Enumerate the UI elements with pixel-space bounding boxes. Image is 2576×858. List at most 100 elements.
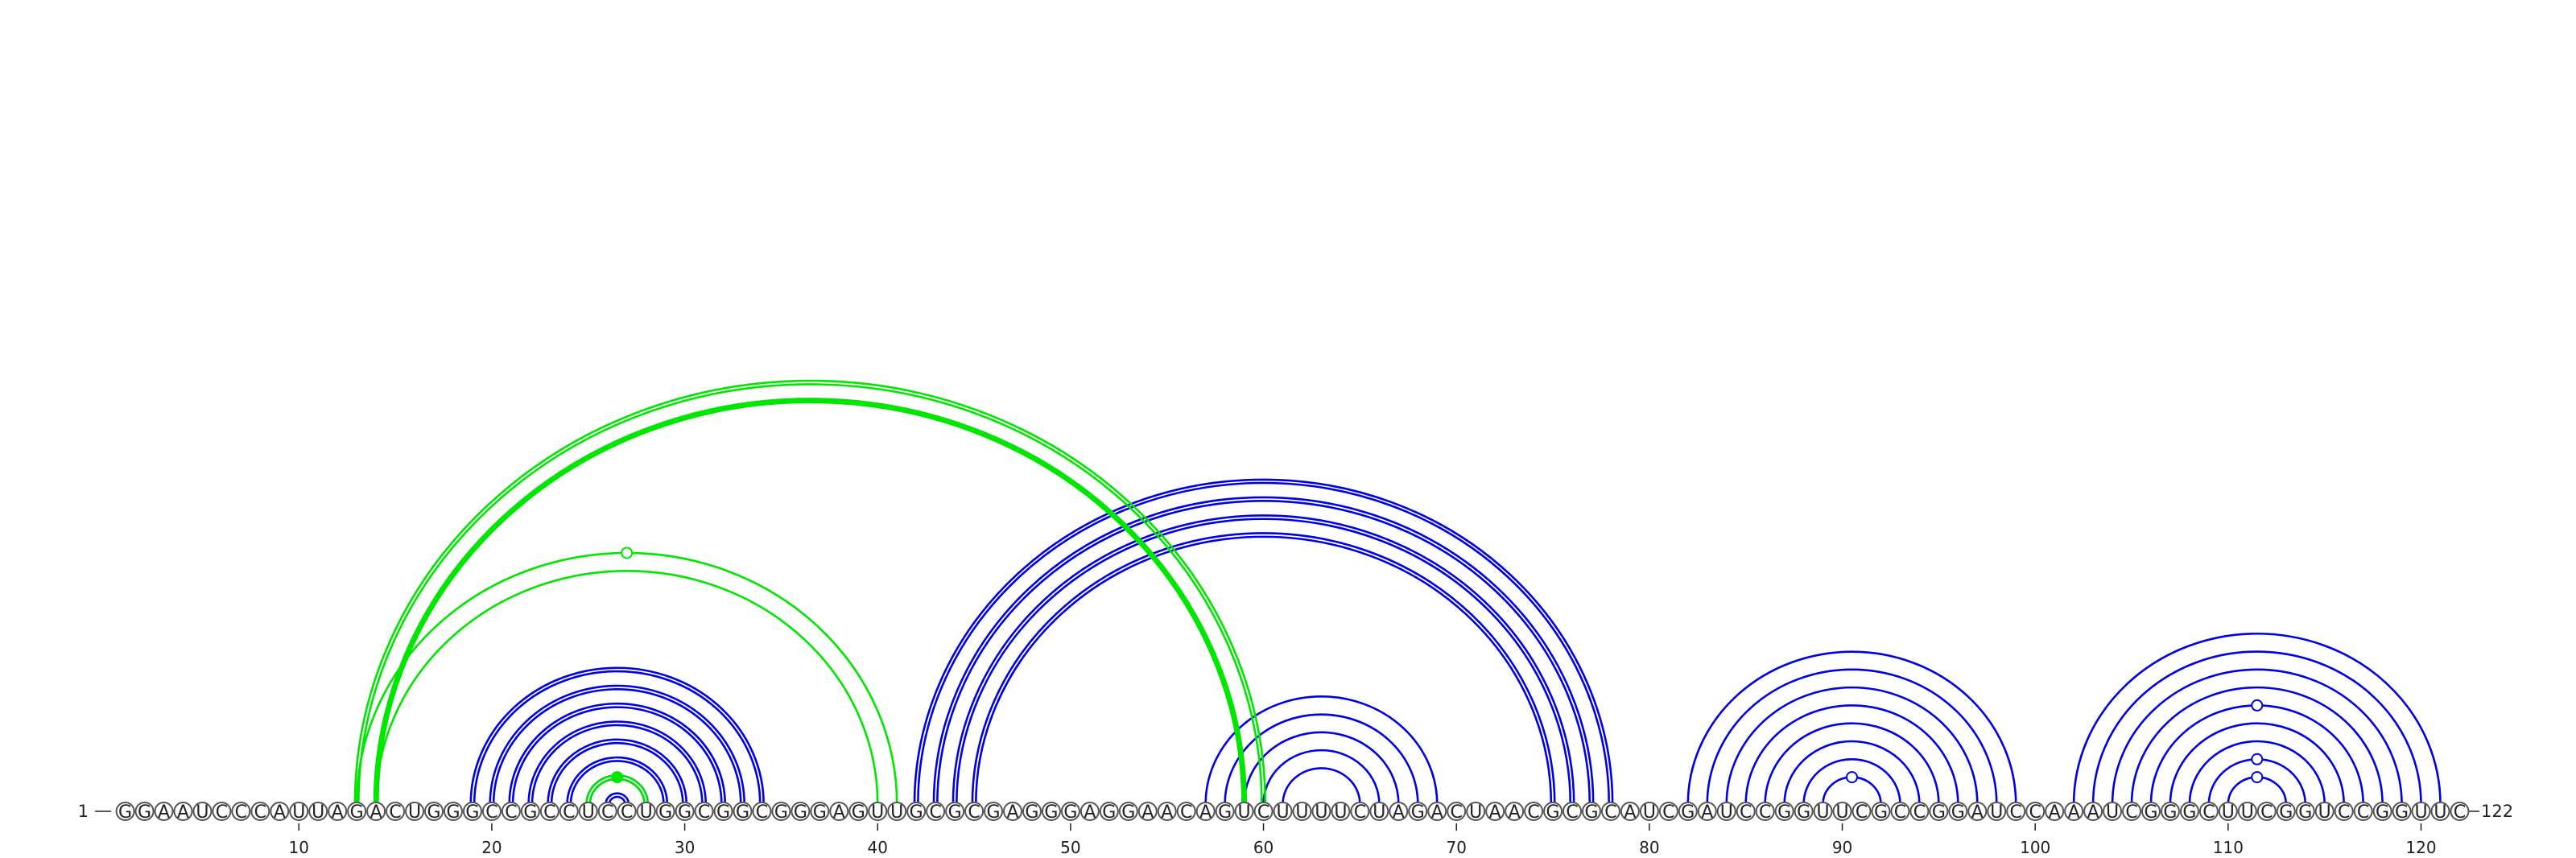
arc-blue-20-33-line1 <box>489 684 745 805</box>
nucleotide-68: G <box>1408 802 1428 823</box>
arc-blue-19-34-line1 <box>469 666 765 805</box>
arc-blue-84-97 <box>1725 686 1979 805</box>
nucleotide-letter: C <box>2010 802 2022 823</box>
nucleotide-letter: G <box>736 802 749 823</box>
nucleotide-letter: U <box>2434 802 2446 823</box>
nucleotide-circle <box>578 802 598 821</box>
loop-marker-4 <box>2251 771 2264 784</box>
nucleotide-65: C <box>1350 802 1370 823</box>
nucleotide-28: U <box>636 802 656 823</box>
markers-layer <box>611 547 2264 784</box>
nucleotide-16: U <box>405 802 425 823</box>
nucleotide-114: G <box>2295 802 2315 823</box>
nucleotide-circle <box>597 802 617 821</box>
arc-blue-58-68 <box>1224 713 1419 805</box>
nucleotide-circle <box>1774 802 1794 821</box>
nucleotide-circle <box>1909 802 1930 821</box>
nucleotide-circle <box>115 802 135 821</box>
nucleotide-letter: C <box>563 802 575 823</box>
nucleotide-letter: G <box>1797 802 1810 823</box>
tick-label-60: 60 <box>1253 838 1274 857</box>
nucleotide-letter: G <box>1874 802 1888 823</box>
nucleotide-34: C <box>752 802 772 823</box>
nucleotide-letter: G <box>2182 802 2196 823</box>
nucleotide-letter: U <box>1373 802 1385 823</box>
nucleotide-letter: A <box>1701 802 1713 823</box>
nucleotide-letter: C <box>1759 802 1771 823</box>
nucleotide-circle <box>2411 802 2431 821</box>
nucleotide-letter: A <box>274 802 286 823</box>
nucleotide-letter: U <box>312 802 324 823</box>
nucleotide-letter: G <box>658 802 672 823</box>
nucleotide-circle <box>366 802 386 821</box>
nucleotide-71: U <box>1466 802 1486 823</box>
tick-label-90: 90 <box>1832 838 1852 857</box>
nucleotide-38: A <box>829 802 849 823</box>
nucleotide-letter: A <box>1431 802 1443 823</box>
nucleotide-circle <box>2198 802 2219 821</box>
nucleotide-47: A <box>1003 802 1023 823</box>
sequence-start-label: 1 <box>78 802 89 821</box>
nucleotide-36: G <box>791 802 811 823</box>
nucleotide-letter: A <box>158 802 170 823</box>
nucleotide-circle <box>1755 802 1775 821</box>
nucleotide-42: G <box>906 802 927 823</box>
nucleotide-letter: C <box>505 802 517 823</box>
nucleotide-17: G <box>424 802 444 823</box>
nucleotide-letter: U <box>408 802 421 823</box>
nucleotide-circle <box>1948 802 1968 821</box>
nucleotide-103: A <box>2083 802 2103 823</box>
nucleotide-letter: G <box>1063 802 1077 823</box>
nucleotide-circle <box>1485 802 1505 821</box>
nucleotide-108: G <box>2179 802 2199 823</box>
loop-marker-3 <box>1846 771 1859 784</box>
nucleotide-circle <box>675 802 695 821</box>
arc-blue-45-75-line2 <box>974 535 1553 805</box>
tick-label-50: 50 <box>1060 838 1080 857</box>
arc-blue-19-34-line2 <box>473 670 762 805</box>
nucleotide-circle <box>984 802 1004 821</box>
nucleotide-letter: G <box>2144 802 2157 823</box>
nucleotide-circle <box>1408 802 1428 821</box>
nucleotide-circle <box>443 802 463 821</box>
nucleotide-circle <box>1292 802 1312 821</box>
nucleotide-43: C <box>926 802 946 823</box>
nucleotide-circle <box>1832 802 1852 821</box>
arc-blue-102-121 <box>2072 633 2442 805</box>
nucleotide-circle <box>2276 802 2296 821</box>
nucleotide-letter: A <box>177 802 189 823</box>
nucleotide-58: G <box>1215 802 1235 823</box>
nucleotide-circle <box>2045 802 2065 821</box>
nucleotide-101: A <box>2045 802 2065 823</box>
nucleotide-circle <box>2372 802 2392 821</box>
nucleotide-letter: A <box>1006 802 1018 823</box>
nucleotide-circle <box>462 802 482 821</box>
nucleotide-96: G <box>1948 802 1968 823</box>
arc-green-14-40 <box>374 570 879 805</box>
nucleotide-letter: G <box>1044 802 1058 823</box>
nucleotide-letter: C <box>389 802 401 823</box>
nucleotide-113: G <box>2276 802 2296 823</box>
nucleotide-letter: G <box>2279 802 2293 823</box>
nucleotide-letter: C <box>1856 802 1868 823</box>
arc-blue-83-98 <box>1706 668 1998 805</box>
nucleotide-letter: U <box>1720 802 1733 823</box>
nucleotide-letter: U <box>1469 802 1482 823</box>
arc-blue-23-30-line2 <box>550 741 684 805</box>
nucleotide-circle <box>1716 802 1736 821</box>
nucleotide-letter: G <box>523 802 537 823</box>
nucleotide-77: G <box>1581 802 1601 823</box>
nucleotide-letter: C <box>1894 802 1906 823</box>
nucleotide-circle <box>1447 802 1467 821</box>
nucleotide-90: U <box>1832 802 1852 823</box>
nucleotide-95: G <box>1929 802 1949 823</box>
nucleotide-69: A <box>1427 802 1447 823</box>
nucleotide-circle <box>192 802 213 821</box>
nucleotide-circle <box>1311 802 1331 821</box>
nucleotide-letter: G <box>1681 802 1695 823</box>
nucleotide-61: U <box>1273 802 1293 823</box>
nucleotide-circle <box>1543 802 1563 821</box>
nucleotide-letter: U <box>1643 802 1656 823</box>
nucleotide-letter: U <box>1315 802 1327 823</box>
nucleotide-circle <box>1041 802 1061 821</box>
